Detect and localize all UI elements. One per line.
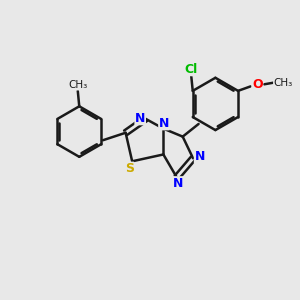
Text: N: N: [194, 150, 205, 163]
Text: N: N: [135, 112, 146, 125]
Text: S: S: [125, 162, 134, 175]
Text: CH₃: CH₃: [274, 77, 293, 88]
Text: N: N: [159, 117, 169, 130]
Text: O: O: [252, 78, 263, 91]
Text: CH₃: CH₃: [68, 80, 87, 90]
Text: N: N: [173, 177, 183, 190]
Text: Cl: Cl: [184, 63, 198, 76]
